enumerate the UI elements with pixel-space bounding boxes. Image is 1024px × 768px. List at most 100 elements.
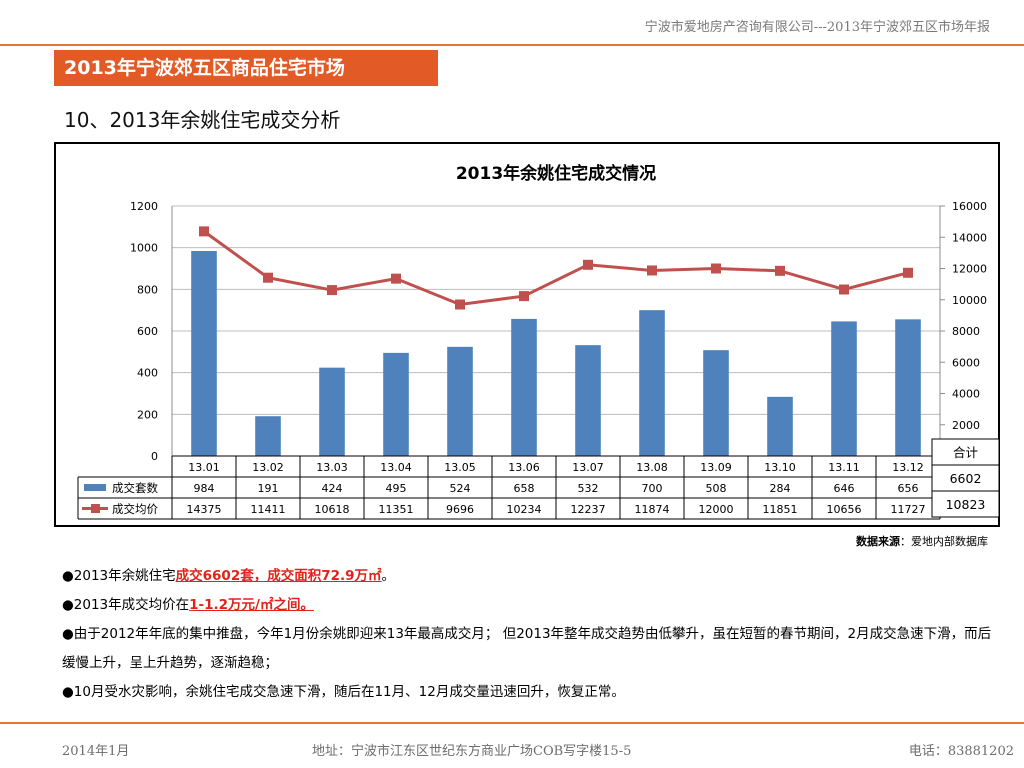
bar-13.01 bbox=[191, 251, 217, 456]
price-point-13.06 bbox=[519, 291, 529, 302]
section-banner: 2013年宁波郊五区商品住宅市场 bbox=[54, 50, 438, 86]
bar-13.08 bbox=[639, 310, 665, 456]
legend-key-bar bbox=[84, 484, 106, 491]
bar-13.09 bbox=[703, 350, 729, 456]
category-label: 13.10 bbox=[764, 461, 796, 474]
data-source: 数据来源：爱地内部数据库 bbox=[856, 533, 988, 549]
category-label: 13.09 bbox=[700, 461, 732, 474]
category-label: 13.02 bbox=[252, 461, 284, 474]
footer-phone: 电话：83881202 bbox=[908, 744, 1014, 759]
table-cell: 984 bbox=[194, 482, 215, 495]
section-title: 10、2013年余姚住宅成交分析 bbox=[64, 108, 341, 132]
totals-header: 合计 bbox=[953, 445, 978, 460]
left-axis-tick-label: 800 bbox=[137, 283, 158, 296]
price-point-13.09 bbox=[711, 263, 721, 274]
right-axis-tick-label: 4000 bbox=[952, 388, 980, 401]
right-axis-tick-label: 14000 bbox=[952, 231, 987, 244]
category-label: 13.08 bbox=[636, 461, 668, 474]
price-point-13.03 bbox=[327, 285, 337, 296]
bullet-text-end: 。 bbox=[381, 568, 396, 584]
bar-13.05 bbox=[447, 346, 473, 456]
bullet-item: ●2013年余姚住宅成交6602套，成交面积72.9万㎡。 bbox=[62, 562, 992, 591]
category-label: 13.11 bbox=[828, 461, 860, 474]
left-axis-tick-label: 200 bbox=[137, 408, 158, 421]
bullet-text: ●10月受水灾影响，余姚住宅成交急速下滑，随后在11月、12月成交量迅速回升，恢… bbox=[62, 684, 625, 700]
bullet-list: ●2013年余姚住宅成交6602套，成交面积72.9万㎡。 ●2013年成交均价… bbox=[62, 562, 992, 707]
bar-13.03 bbox=[319, 367, 345, 456]
legend-label: 成交套数 bbox=[112, 481, 158, 495]
price-point-13.01 bbox=[199, 226, 209, 237]
table-cell: 495 bbox=[386, 482, 407, 495]
bullet-item: ●由于2012年年底的集中推盘，今年1月份余姚即迎来13年最高成交月； 但201… bbox=[62, 620, 992, 678]
right-axis-tick-label: 8000 bbox=[952, 325, 980, 338]
table-cell: 658 bbox=[514, 482, 535, 495]
bullet-item: ●10月受水灾影响，余姚住宅成交急速下滑，随后在11月、12月成交量迅速回升，恢… bbox=[62, 678, 992, 707]
right-axis-tick-label: 6000 bbox=[952, 356, 980, 369]
footer-date: 2014年1月 bbox=[62, 744, 130, 759]
table-cell: 11727 bbox=[891, 503, 926, 516]
category-label: 13.12 bbox=[892, 461, 924, 474]
combo-chart: 2013年余姚住宅成交情况 0 200 400 600 800 1000 1200 2000 40… bbox=[77, 163, 1000, 520]
table-cell: 14375 bbox=[187, 503, 222, 516]
price-point-13.08 bbox=[647, 265, 657, 276]
bar-13.04 bbox=[383, 352, 409, 456]
table-cell: 646 bbox=[834, 482, 855, 495]
table-cell: 11851 bbox=[763, 503, 798, 516]
table-cell: 10618 bbox=[315, 503, 350, 516]
right-axis-tick-label: 2000 bbox=[952, 419, 980, 432]
table-cell: 11411 bbox=[251, 503, 286, 516]
chart-title: 2013年余姚住宅成交情况 bbox=[456, 163, 656, 184]
price-point-13.02 bbox=[263, 272, 273, 283]
table-cell: 10656 bbox=[827, 503, 862, 516]
table-cell: 524 bbox=[450, 482, 471, 495]
left-axis-tick-label: 0 bbox=[151, 450, 158, 463]
category-label: 13.03 bbox=[316, 461, 348, 474]
bar-13.11 bbox=[831, 321, 857, 456]
price-point-13.07 bbox=[583, 259, 593, 270]
table-cell: 9696 bbox=[446, 503, 474, 516]
bullet-item: ●2013年成交均价在1-1.2万元/㎡之间。 bbox=[62, 591, 992, 620]
table-cell: 12000 bbox=[699, 503, 734, 516]
category-label: 13.05 bbox=[444, 461, 476, 474]
footer-divider bbox=[0, 722, 1024, 724]
bullet-text: ●2013年余姚住宅 bbox=[62, 568, 176, 584]
bullet-highlight: 1-1.2万元/㎡之间。 bbox=[189, 597, 314, 613]
bar-13.12 bbox=[895, 319, 921, 456]
table-cell: 11874 bbox=[635, 503, 670, 516]
totals-count: 6602 bbox=[950, 471, 982, 486]
legend-label: 成交均价 bbox=[112, 502, 158, 516]
table-cell: 656 bbox=[898, 482, 919, 495]
category-label: 13.04 bbox=[380, 461, 412, 474]
bullet-text: ●由于2012年年底的集中推盘，今年1月份余姚即迎来13年最高成交月； 但201… bbox=[62, 626, 992, 671]
price-point-13.11 bbox=[839, 284, 849, 295]
legend-key-marker bbox=[91, 504, 100, 513]
table-cell: 191 bbox=[258, 482, 279, 495]
right-axis-tick-label: 10000 bbox=[952, 294, 987, 307]
price-point-13.05 bbox=[455, 299, 465, 310]
table-cell: 11351 bbox=[379, 503, 414, 516]
left-axis-tick-label: 1200 bbox=[130, 200, 158, 213]
left-axis-tick-label: 400 bbox=[137, 367, 158, 380]
category-label: 13.01 bbox=[188, 461, 220, 474]
price-line bbox=[203, 230, 909, 307]
table-cell: 508 bbox=[706, 482, 727, 495]
right-axis-tick-label: 12000 bbox=[952, 263, 987, 276]
price-point-13.04 bbox=[391, 273, 401, 284]
right-axis-tick-label: 16000 bbox=[952, 200, 987, 213]
header-divider bbox=[0, 44, 1024, 46]
bullet-text: ●2013年成交均价在 bbox=[62, 597, 190, 613]
source-text: ：爱地内部数据库 bbox=[900, 535, 988, 548]
left-axis-tick-label: 1000 bbox=[130, 242, 158, 255]
bar-13.06 bbox=[511, 318, 537, 456]
totals-box bbox=[931, 438, 1000, 518]
totals-price: 10823 bbox=[946, 497, 986, 512]
footer-address: 地址：宁波市江东区世纪东方商业广场COB写字楼15-5 bbox=[312, 744, 632, 759]
bar-13.10 bbox=[767, 396, 793, 456]
category-label: 13.07 bbox=[572, 461, 604, 474]
table-cell: 700 bbox=[642, 482, 663, 495]
bullet-highlight: 成交6602套，成交面积72.9万㎡ bbox=[175, 568, 382, 584]
table-cell: 424 bbox=[322, 482, 343, 495]
table-cell: 12237 bbox=[571, 503, 606, 516]
bar-13.02 bbox=[255, 416, 281, 456]
left-axis-tick-label: 600 bbox=[137, 325, 158, 338]
